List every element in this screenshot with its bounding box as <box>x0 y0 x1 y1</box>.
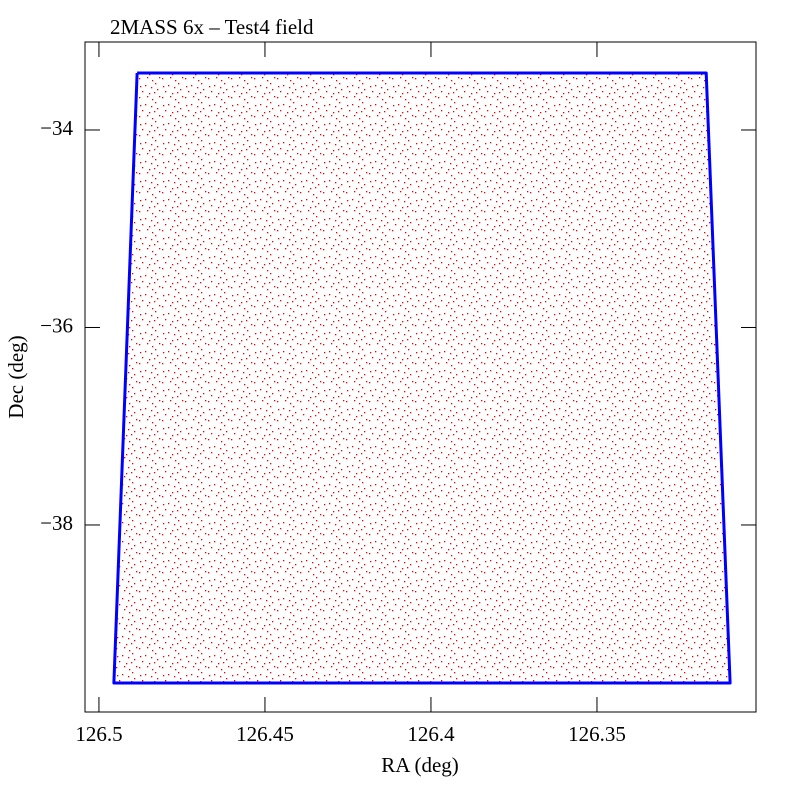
y-tick-label: −38 <box>40 511 73 535</box>
chart-title: 2MASS 6x – Test4 field <box>110 15 314 39</box>
x-tick-label: 126.35 <box>568 722 626 746</box>
x-tick-label: 126.45 <box>236 722 294 746</box>
x-tick-label: 126.4 <box>407 722 455 746</box>
x-axis-label: RA (deg) <box>381 753 459 777</box>
plot-frame <box>84 41 757 713</box>
y-tick-label: −34 <box>40 116 73 140</box>
star-field-texture <box>113 73 731 683</box>
x-tick-label: 126.5 <box>75 722 122 746</box>
field-boundary <box>112 71 732 685</box>
y-axis-label: Dec (deg) <box>4 335 28 418</box>
y-tick-label: −36 <box>40 313 73 337</box>
